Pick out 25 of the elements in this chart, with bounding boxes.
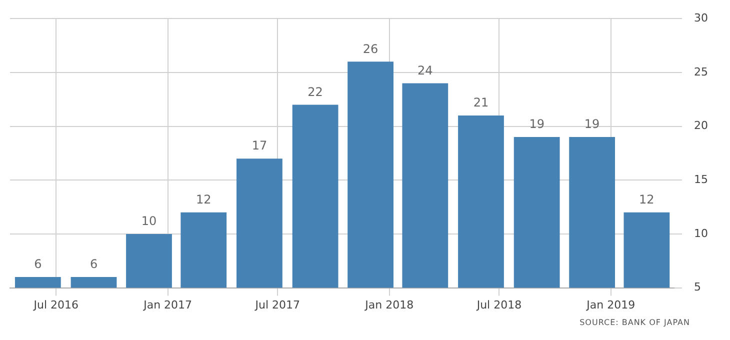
data-label: 12 <box>196 192 212 207</box>
data-label: 24 <box>418 63 433 78</box>
y-tick-label: 15 <box>694 172 708 186</box>
source-note: SOURCE: BANK OF JAPAN <box>580 318 690 327</box>
x-tick-label: Jul 2017 <box>254 298 300 312</box>
data-label: 21 <box>473 96 489 110</box>
y-tick-label: 20 <box>694 119 708 132</box>
data-label: 17 <box>252 138 268 153</box>
x-tick-label: Jan 2018 <box>364 298 414 312</box>
x-tick-label: Jan 2017 <box>142 298 192 312</box>
x-tick-label: Jul 2018 <box>476 298 522 312</box>
x-tick-label: Jul 2016 <box>32 298 79 312</box>
data-label: 22 <box>308 84 323 99</box>
y-tick-label: 5 <box>694 280 702 294</box>
data-label: 6 <box>34 257 42 272</box>
data-label: 19 <box>529 117 544 132</box>
data-label: 26 <box>362 42 378 56</box>
data-label: 12 <box>639 192 654 207</box>
y-tick-label: 10 <box>694 226 708 240</box>
y-tick-label: 30 <box>694 11 708 24</box>
data-label: 6 <box>90 257 98 272</box>
data-label: 19 <box>584 117 600 132</box>
data-label: 10 <box>141 214 157 228</box>
x-tick-label: Jan 2019 <box>586 298 636 312</box>
y-tick-label: 25 <box>694 65 708 78</box>
